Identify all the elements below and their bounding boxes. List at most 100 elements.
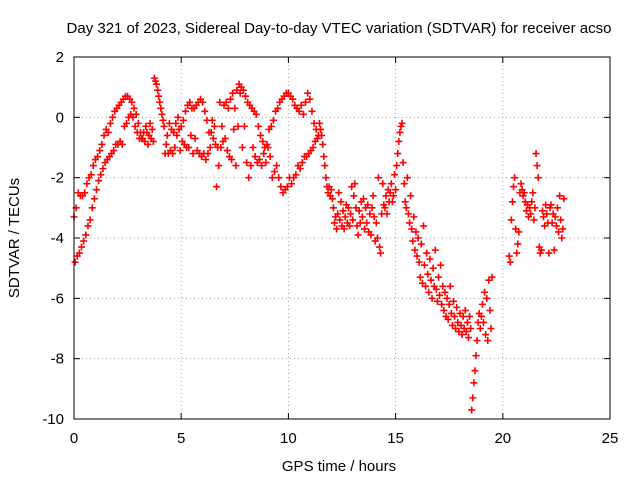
data-point [106,119,114,127]
data-point [264,144,272,151]
data-point [319,140,327,148]
data-point [169,150,177,158]
data-point [388,198,396,206]
data-point [471,367,479,375]
data-point [269,116,277,124]
data-point [395,137,403,145]
data-point [340,225,348,233]
data-point [527,210,535,218]
data-point [330,219,338,227]
data-point [416,273,424,281]
data-point [249,144,257,151]
y-axis-label: SDTVAR / TECUs [6,178,23,298]
data-point [274,104,282,112]
data-point [421,261,429,269]
data-point [515,228,523,236]
data-point [483,294,491,302]
data-point [232,162,240,170]
data-point [434,273,442,281]
data-point [260,150,268,158]
data-point [157,104,165,112]
x-axis-ticks: 0 5 10 15 20 25 [70,57,619,447]
data-point [407,192,415,200]
data-point [356,219,364,227]
data-point [88,204,96,212]
data-point [486,306,494,314]
data-point [245,174,253,182]
data-point [368,204,376,212]
data-point [451,312,459,320]
data-point [83,180,91,188]
data-point [433,297,441,305]
data-point [251,153,259,161]
data-point [550,246,558,254]
data-point [186,98,194,106]
data-point [247,162,255,170]
data-point [142,122,150,130]
data-point [288,180,296,188]
data-point [209,134,217,142]
data-point [553,204,561,212]
data-point [185,144,193,151]
data-point [543,210,551,218]
data-point [240,122,248,130]
data-point [364,201,372,209]
data-point [189,150,197,158]
data-point [473,337,481,345]
data-point [443,294,451,302]
data-point [480,318,488,326]
data-point [215,162,223,170]
data-point [252,110,260,118]
data-point [221,134,229,142]
data-point [333,225,341,233]
data-point [160,122,168,130]
data-point [93,186,101,194]
data-point [229,89,237,97]
data-point [400,180,408,188]
data-point [363,219,371,227]
data-point [341,213,349,221]
data-point [296,165,304,173]
data-point [517,180,525,188]
data-point [370,213,378,221]
data-point [109,113,117,121]
x-tick-label: 25 [602,430,619,447]
data-point [415,258,423,266]
data-point [355,207,363,215]
data-point [437,261,445,269]
data-point [393,162,401,170]
data-point [283,183,291,191]
data-point [419,222,427,230]
data-point [530,216,538,224]
data-point [302,98,310,106]
data-point [426,255,434,263]
data-point [383,210,391,218]
data-point [255,156,263,164]
data-point [315,119,323,127]
data-point [163,131,171,139]
y-axis-ticks: -10 -8 -6 -4 -2 0 2 [42,49,610,428]
data-point [304,89,312,97]
data-point [555,228,563,236]
data-point [123,119,131,127]
data-point [557,216,565,224]
data-point [176,147,184,155]
data-point [410,213,418,221]
data-point [98,140,106,148]
data-point [373,234,381,242]
data-point [201,107,209,115]
data-point [132,110,140,118]
data-point [181,107,189,115]
data-point [511,174,519,182]
data-point [218,122,226,130]
data-point [172,119,180,127]
data-point [391,171,399,179]
data-point [469,394,477,402]
data-point [322,174,330,182]
data-point [191,134,199,142]
data-point [243,159,251,167]
data-point [558,234,566,242]
data-point [466,312,474,320]
data-point [100,131,108,139]
data-point [387,180,395,188]
